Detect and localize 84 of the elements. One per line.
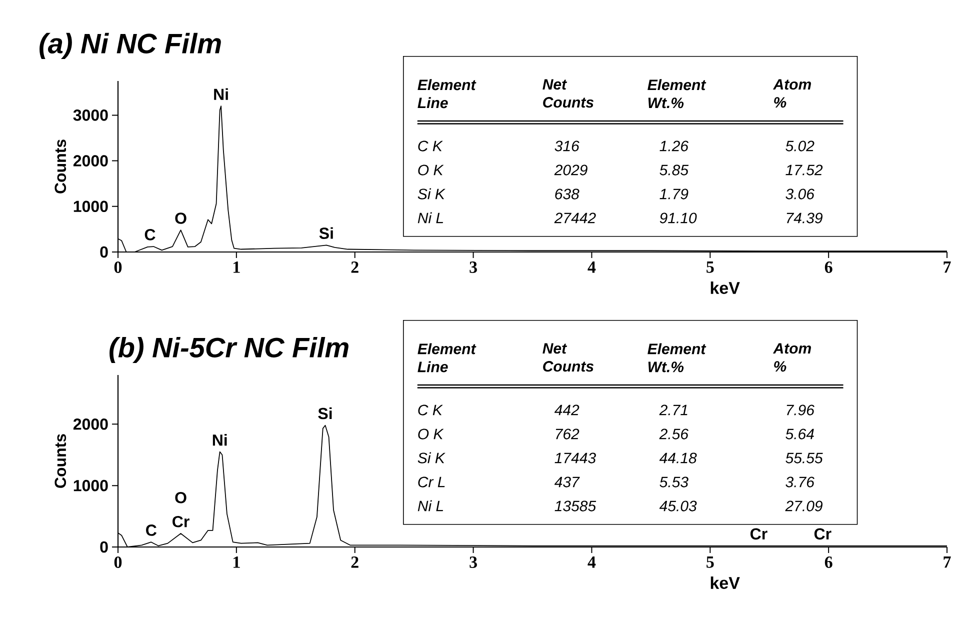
- annotation: 2029: [554, 164, 588, 176]
- annotation: Cr L: [418, 476, 445, 488]
- y-tick-label: 0: [100, 541, 108, 553]
- annotation: 3.06: [786, 188, 814, 200]
- x-tick-label: 4: [588, 556, 596, 568]
- annotation: 74.39: [786, 212, 822, 224]
- annotation: Cr: [814, 528, 832, 540]
- x-tick-label: 1: [234, 556, 240, 568]
- y-axis-title: Counts: [54, 140, 66, 194]
- x-tick-label: 2: [351, 556, 358, 568]
- text: Net Counts: [542, 343, 594, 372]
- x-tick-label: 0: [114, 556, 122, 568]
- annotation: 27442: [554, 212, 596, 224]
- x-tick-label: 6: [824, 262, 832, 273]
- annotation: 1.26: [660, 140, 689, 152]
- x-tick-label: 6: [824, 556, 832, 568]
- annotation: Si: [318, 407, 332, 420]
- annotation: Si: [319, 227, 333, 239]
- annotation: 5.53: [660, 476, 688, 488]
- annotation: 442: [554, 404, 580, 416]
- annotation: 7.96: [786, 404, 814, 416]
- annotation: 55.55: [786, 452, 823, 464]
- annotation: C: [146, 524, 157, 536]
- x-tick-label: 7: [944, 556, 951, 568]
- annotation: 5.02: [786, 140, 814, 152]
- annotation: Net Counts: [542, 79, 594, 108]
- y-axis-title: Counts: [54, 434, 66, 488]
- annotation: Si K: [418, 188, 446, 200]
- annotation: 27.09: [785, 500, 822, 512]
- annotation: 91.10: [660, 212, 697, 224]
- annotation: Element Wt.%: [648, 79, 706, 108]
- x-tick-label: 2: [351, 262, 358, 273]
- annotation: 2.56: [659, 428, 689, 440]
- y-tick-label: 0: [100, 246, 108, 258]
- annotation: Atom %: [772, 79, 811, 108]
- x-tick-label: 1: [234, 262, 240, 273]
- annotation: Ni: [212, 434, 227, 446]
- annotation: 44.18: [659, 452, 697, 464]
- annotation: C: [144, 228, 156, 240]
- x-tick-label: 3: [470, 556, 477, 568]
- x-tick-label: 7: [944, 262, 951, 273]
- annotation: 17443: [554, 452, 596, 464]
- annotation: 316: [554, 140, 580, 152]
- annotation: Element Line: [418, 79, 476, 108]
- x-tick-label: 0: [114, 262, 122, 273]
- text: Atom %: [772, 343, 811, 372]
- annotation: 45.03: [659, 500, 697, 512]
- y-tick-label: 2000: [73, 418, 108, 430]
- annotation: Ni: [214, 88, 228, 100]
- y-tick-label: 2000: [73, 155, 108, 166]
- annotation: 13585: [554, 500, 596, 512]
- annotation: 5.64: [786, 428, 814, 440]
- y-tick-label: 3000: [73, 110, 108, 121]
- chart-title: (a) Ni NC Film: [40, 32, 221, 60]
- annotation: 3.76: [786, 476, 814, 488]
- annotation: Si K: [418, 452, 446, 464]
- annotation: 638: [555, 188, 580, 200]
- annotation: C K: [418, 404, 443, 416]
- x-tick-label: 5: [706, 556, 714, 568]
- annotation: Ni L: [418, 212, 444, 224]
- annotation: Ni L: [418, 500, 444, 512]
- annotation: 762: [556, 428, 580, 440]
- annotation: 2.71: [659, 404, 688, 416]
- annotation: 437: [554, 476, 580, 488]
- annotation: 1.79: [660, 188, 688, 200]
- annotation: Cr: [750, 528, 768, 540]
- x-tick-label: 4: [588, 262, 596, 273]
- text: Element Wt.%: [648, 343, 706, 372]
- annotation: Cr: [172, 516, 190, 528]
- annotation: O: [175, 492, 186, 504]
- text: Element Line: [418, 343, 476, 372]
- x-axis-title: keV: [710, 282, 740, 294]
- annotation: O K: [418, 164, 444, 176]
- chart-title: (b) Ni-5Cr NC Film: [110, 336, 348, 364]
- annotation: 17.52: [786, 164, 823, 176]
- annotation: O: [175, 212, 186, 224]
- x-tick-label: 3: [470, 262, 477, 273]
- annotation: 5.85: [660, 164, 689, 176]
- x-axis-title: keV: [710, 576, 740, 590]
- y-tick-label: 1000: [74, 200, 108, 212]
- y-tick-label: 1000: [74, 480, 108, 492]
- annotation: C K: [418, 140, 443, 152]
- annotation: O K: [418, 428, 444, 440]
- x-tick-label: 5: [706, 262, 714, 273]
